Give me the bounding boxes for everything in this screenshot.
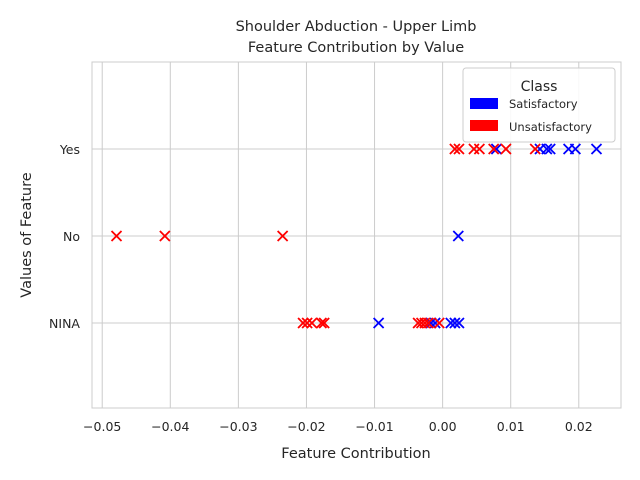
data-point-unsatisfactory: [297, 317, 309, 329]
legend-title: Class: [521, 79, 558, 95]
data-point-satisfactory: [372, 317, 385, 329]
data-point-unsatisfactory: [110, 230, 123, 242]
data-point-satisfactory: [452, 230, 464, 242]
data-point-unsatisfactory: [453, 143, 465, 155]
data-point-unsatisfactory: [419, 317, 431, 329]
data-point-satisfactory: [445, 317, 457, 329]
y-tick-label: NINA: [49, 316, 80, 331]
data-point-satisfactory: [449, 317, 461, 329]
legend-label-unsatisfactory: Unsatisfactory: [509, 120, 592, 134]
data-point-unsatisfactory: [318, 317, 330, 329]
data-point-satisfactory: [541, 143, 553, 155]
data-point-satisfactory: [490, 143, 503, 155]
data-point-unsatisfactory: [529, 143, 541, 155]
data-point-unsatisfactory: [473, 143, 486, 155]
data-point-unsatisfactory: [500, 143, 512, 155]
x-tick-label: −0.01: [355, 419, 393, 434]
data-point-satisfactory: [453, 317, 465, 329]
data-point-unsatisfactory: [301, 317, 313, 329]
data-point-unsatisfactory: [449, 143, 461, 155]
x-tick-label: −0.05: [83, 419, 121, 434]
x-tick-label: −0.04: [151, 419, 189, 434]
legend-swatch-unsatisfactory: [470, 120, 498, 131]
chart-title-line2: Feature Contribution by Value: [248, 40, 464, 56]
x-tick-label: 0.01: [497, 419, 525, 434]
x-tick-label: 0.02: [565, 419, 593, 434]
chart-title-line1: Shoulder Abduction - Upper Limb: [236, 19, 477, 35]
y-tick-label: Yes: [59, 142, 80, 157]
data-point-satisfactory: [569, 143, 582, 155]
data-point-unsatisfactory: [422, 317, 434, 329]
legend-label-satisfactory: Satisfactory: [509, 97, 578, 111]
x-tick-labels: −0.05 −0.04 −0.03 −0.02 −0.01 0.00 0.01 0.02: [83, 419, 593, 434]
x-axis-label: Feature Contribution: [281, 446, 430, 462]
y-tick-labels: NINA No Yes: [49, 142, 80, 331]
data-markers: [110, 143, 603, 329]
data-point-unsatisfactory: [433, 317, 445, 329]
y-axis-label: Values of Feature: [19, 172, 35, 297]
plot-frame: [91, 61, 622, 409]
data-point-unsatisfactory: [159, 230, 171, 242]
data-point-unsatisfactory: [276, 230, 289, 242]
data-point-satisfactory: [544, 143, 556, 155]
legend: Class Satisfactory Unsatisfactory: [462, 67, 616, 143]
x-tick-label: 0.00: [429, 419, 457, 434]
y-tick-label: No: [63, 229, 80, 244]
data-point-unsatisfactory: [315, 317, 328, 329]
legend-box: [462, 67, 616, 143]
legend-swatch-satisfactory: [470, 98, 498, 109]
data-point-satisfactory: [590, 143, 603, 155]
data-point-unsatisfactory: [488, 143, 500, 155]
data-point-unsatisfactory: [306, 317, 318, 329]
x-tick-label: −0.03: [219, 419, 257, 434]
x-tick-label: −0.02: [287, 419, 325, 434]
